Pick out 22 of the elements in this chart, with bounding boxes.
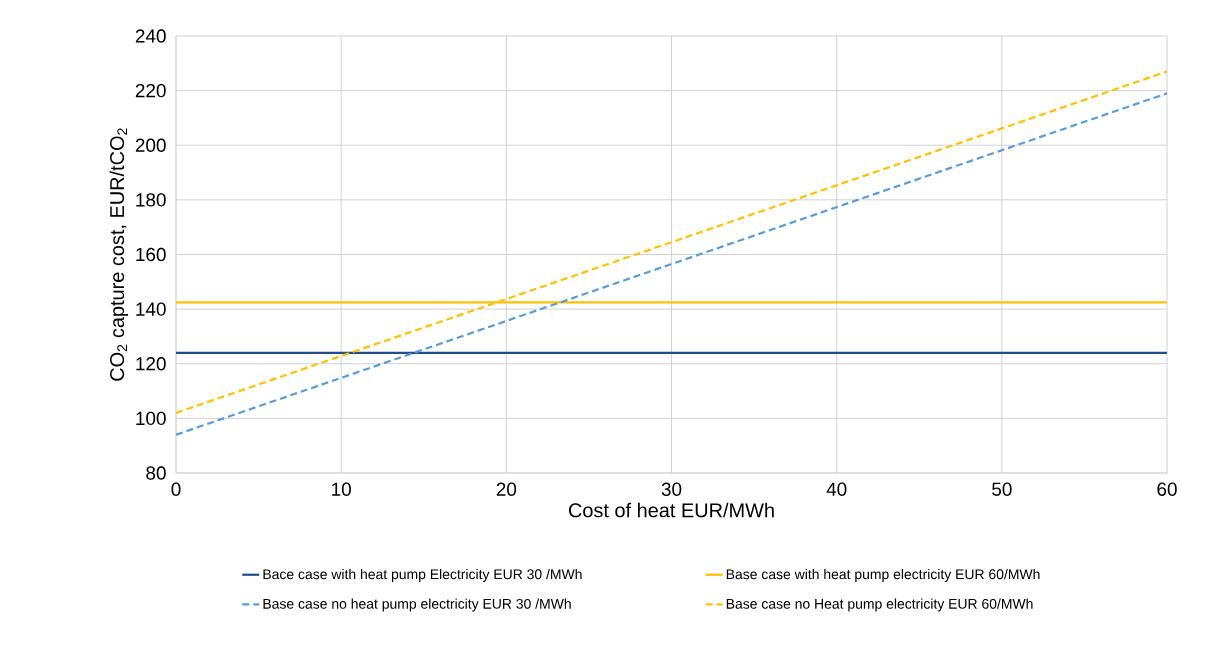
y-tick-label: 240 <box>135 29 166 43</box>
y-tick-label: 80 <box>146 466 166 480</box>
y-tick-label: 120 <box>136 357 166 371</box>
legend-label: Bace case with heat pump Electricity EUR 30 /MWh <box>263 568 582 582</box>
x-tick-label: 60 <box>1157 482 1177 496</box>
x-tick-label: 20 <box>496 482 517 496</box>
x-tick-label: 50 <box>992 482 1012 496</box>
y-tick-label: 140 <box>136 302 166 316</box>
x-tick-label: 30 <box>661 482 682 496</box>
legend-label: Base case no heat pump electricity EUR 30 /MWh <box>263 598 571 612</box>
y-tick-label: 160 <box>136 247 166 262</box>
legend-label: Base case no Heat pump electricity EUR 60/MWh <box>726 598 1033 612</box>
y-tick-label: 180 <box>136 193 166 207</box>
x-axis-title: Cost of heat EUR/MWh <box>568 502 774 518</box>
y-tick-label: 200 <box>135 138 166 152</box>
y-tick-label: 220 <box>135 83 166 98</box>
x-tick-label: 10 <box>332 482 351 496</box>
x-tick-label: 0 <box>171 482 181 496</box>
y-tick-label: 100 <box>136 411 166 426</box>
legend-label: Base case with heat pump electricity EUR 60/MWh <box>726 568 1040 582</box>
y-axis-title: CO$_{2}$ capture cost, EUR/tCO$_{2}$ <box>109 128 129 381</box>
x-tick-label: 40 <box>826 482 847 496</box>
